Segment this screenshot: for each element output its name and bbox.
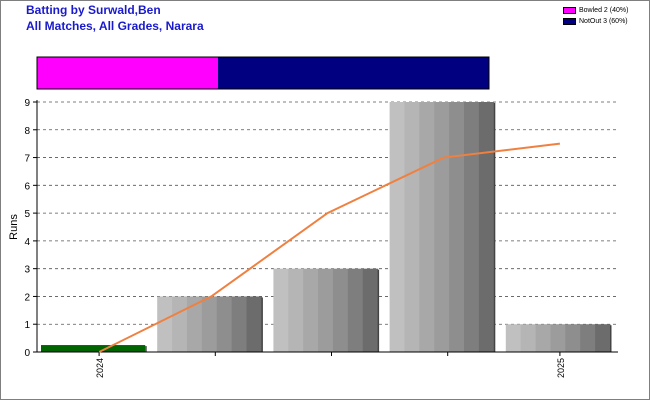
- bar-2-shade: [347, 268, 364, 352]
- y-tick-label: 2: [24, 292, 30, 303]
- stack-segment-bowled: [37, 57, 218, 89]
- legend-label-bowled: Bowled 2 (40%): [579, 7, 629, 14]
- legend: Bowled 2 (40%) NotOut 3 (60%): [563, 5, 628, 27]
- bar-2-shade: [332, 268, 349, 352]
- y-tick-label: 0: [24, 348, 30, 359]
- bar-4-shade: [565, 324, 581, 352]
- bar-1-shade: [172, 296, 188, 352]
- bar-1-shade: [216, 296, 233, 352]
- bar-4-shade: [520, 324, 537, 352]
- y-tick-label: 6: [24, 181, 30, 192]
- y-tick-label: 4: [24, 237, 30, 248]
- stack-bar-border: [36, 56, 490, 90]
- bar-4-shade: [580, 324, 596, 352]
- y-axis-label: Runs: [8, 214, 20, 240]
- legend-swatch-bowled: [563, 7, 576, 14]
- y-tick-label: 9: [24, 98, 30, 109]
- bar-4-shade: [550, 324, 566, 352]
- x-tick-label: 2025: [556, 358, 566, 378]
- bar-1-shade: [186, 296, 203, 352]
- y-tick-label: 8: [24, 126, 30, 137]
- bar-3-shade: [419, 102, 435, 352]
- bar-1-shade: [157, 296, 173, 352]
- bar-0-edge: [145, 346, 147, 352]
- legend-item-bowled: Bowled 2 (40%): [563, 5, 628, 16]
- bar-0: [41, 345, 146, 352]
- y-tick-label: 1: [24, 320, 30, 331]
- bar-4-shade: [535, 324, 551, 352]
- bar-4-shade: [595, 324, 611, 352]
- y-tick-label: 5: [24, 209, 30, 220]
- bar-2-shade: [303, 268, 319, 352]
- bar-1-shade: [246, 296, 262, 352]
- legend-swatch-notout: [563, 18, 576, 25]
- bar-2-shade: [362, 268, 379, 352]
- bar-3-shade: [478, 102, 495, 352]
- bar-3-edge: [493, 103, 496, 352]
- y-tick-label: 3: [24, 265, 30, 276]
- bar-3-shade: [449, 102, 465, 352]
- stack-segment-notout: [217, 57, 490, 89]
- bar-2-shade: [318, 268, 334, 352]
- bar-3-shade: [404, 102, 420, 352]
- y-tick-label: 7: [24, 154, 30, 165]
- bar-2-shade: [273, 268, 289, 352]
- bar-1-shade: [201, 296, 218, 352]
- chart-title: Batting by Surwald,Ben: [26, 3, 161, 17]
- bar-3-shade: [389, 102, 405, 352]
- bar-3-shade: [464, 102, 480, 352]
- bar-3-shade: [434, 102, 450, 352]
- x-tick-label: 2024: [95, 358, 105, 378]
- bar-4-edge: [610, 325, 612, 352]
- bar-4-shade: [505, 324, 522, 352]
- bar-2-shade: [288, 268, 304, 352]
- bar-2-edge: [377, 269, 380, 352]
- bar-1-shade: [231, 296, 248, 352]
- trend-line: [98, 142, 561, 353]
- bar-1-edge: [261, 297, 263, 352]
- legend-label-notout: NotOut 3 (60%): [579, 18, 628, 25]
- chart-subtitle: All Matches, All Grades, Narara: [26, 19, 204, 33]
- legend-item-notout: NotOut 3 (60%): [563, 16, 628, 27]
